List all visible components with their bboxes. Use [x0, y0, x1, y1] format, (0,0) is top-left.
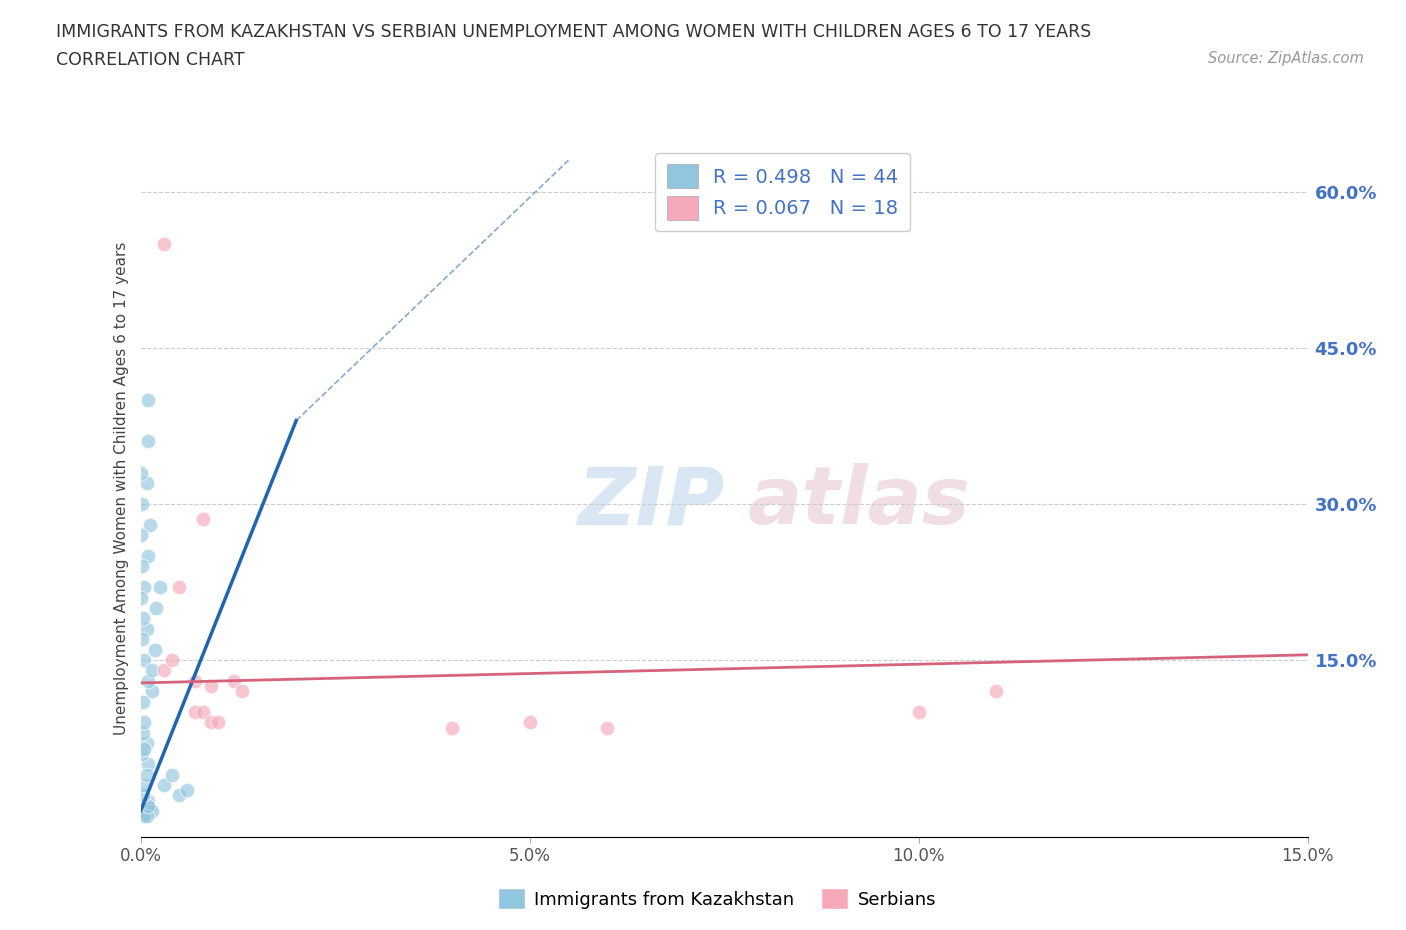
Point	[131, 559, 153, 574]
Point	[134, 579, 156, 594]
Legend: R = 0.498   N = 44, R = 0.067   N = 18: R = 0.498 N = 44, R = 0.067 N = 18	[655, 153, 910, 232]
Point	[169, 788, 191, 803]
Point	[132, 725, 155, 740]
Point	[131, 465, 153, 480]
Point	[132, 741, 155, 756]
Point	[132, 694, 155, 709]
Point	[138, 798, 160, 813]
Point	[131, 746, 153, 761]
Point	[222, 673, 245, 688]
Point	[176, 783, 198, 798]
Point	[169, 579, 191, 594]
Point	[440, 720, 463, 735]
Point	[519, 715, 541, 730]
Point	[231, 684, 253, 698]
Point	[139, 801, 162, 816]
Legend: Immigrants from Kazakhstan, Serbians: Immigrants from Kazakhstan, Serbians	[491, 881, 943, 916]
Point	[149, 579, 172, 594]
Point	[135, 736, 157, 751]
Point	[131, 631, 153, 646]
Point	[138, 673, 160, 688]
Point	[153, 236, 176, 251]
Point	[138, 549, 160, 564]
Point	[986, 684, 1008, 698]
Point	[153, 663, 176, 678]
Point	[135, 767, 157, 782]
Point	[138, 392, 160, 407]
Point	[184, 673, 207, 688]
Point	[134, 653, 156, 668]
Point	[141, 684, 163, 698]
Point	[134, 804, 156, 818]
Point	[200, 679, 222, 694]
Point	[138, 757, 160, 772]
Point	[134, 809, 156, 824]
Point	[191, 705, 214, 720]
Point	[200, 715, 222, 730]
Point	[191, 512, 214, 527]
Point	[138, 434, 160, 449]
Point	[134, 715, 156, 730]
Point	[131, 527, 153, 542]
Point	[145, 601, 167, 616]
Point	[138, 793, 160, 808]
Y-axis label: Unemployment Among Women with Children Ages 6 to 17 years: Unemployment Among Women with Children A…	[114, 242, 129, 735]
Point	[135, 475, 157, 490]
Point	[131, 591, 153, 605]
Point	[132, 809, 155, 824]
Point	[907, 705, 929, 720]
Text: CORRELATION CHART: CORRELATION CHART	[56, 51, 245, 69]
Text: IMMIGRANTS FROM KAZAKHSTAN VS SERBIAN UNEMPLOYMENT AMONG WOMEN WITH CHILDREN AGE: IMMIGRANTS FROM KAZAKHSTAN VS SERBIAN UN…	[56, 23, 1091, 41]
Point	[141, 663, 163, 678]
Point	[160, 767, 183, 782]
Point	[184, 705, 207, 720]
Point	[160, 653, 183, 668]
Point	[135, 798, 157, 813]
Text: Source: ZipAtlas.com: Source: ZipAtlas.com	[1208, 51, 1364, 66]
Point	[143, 643, 166, 658]
Point	[596, 720, 619, 735]
Point	[134, 777, 156, 792]
Point	[132, 611, 155, 626]
Text: ZIP: ZIP	[576, 463, 724, 541]
Text: atlas: atlas	[748, 463, 970, 541]
Point	[141, 804, 163, 818]
Point	[131, 497, 153, 512]
Point	[153, 777, 176, 792]
Point	[132, 788, 155, 803]
Point	[139, 517, 162, 532]
Point	[135, 621, 157, 636]
Point	[135, 809, 157, 824]
Point	[207, 715, 229, 730]
